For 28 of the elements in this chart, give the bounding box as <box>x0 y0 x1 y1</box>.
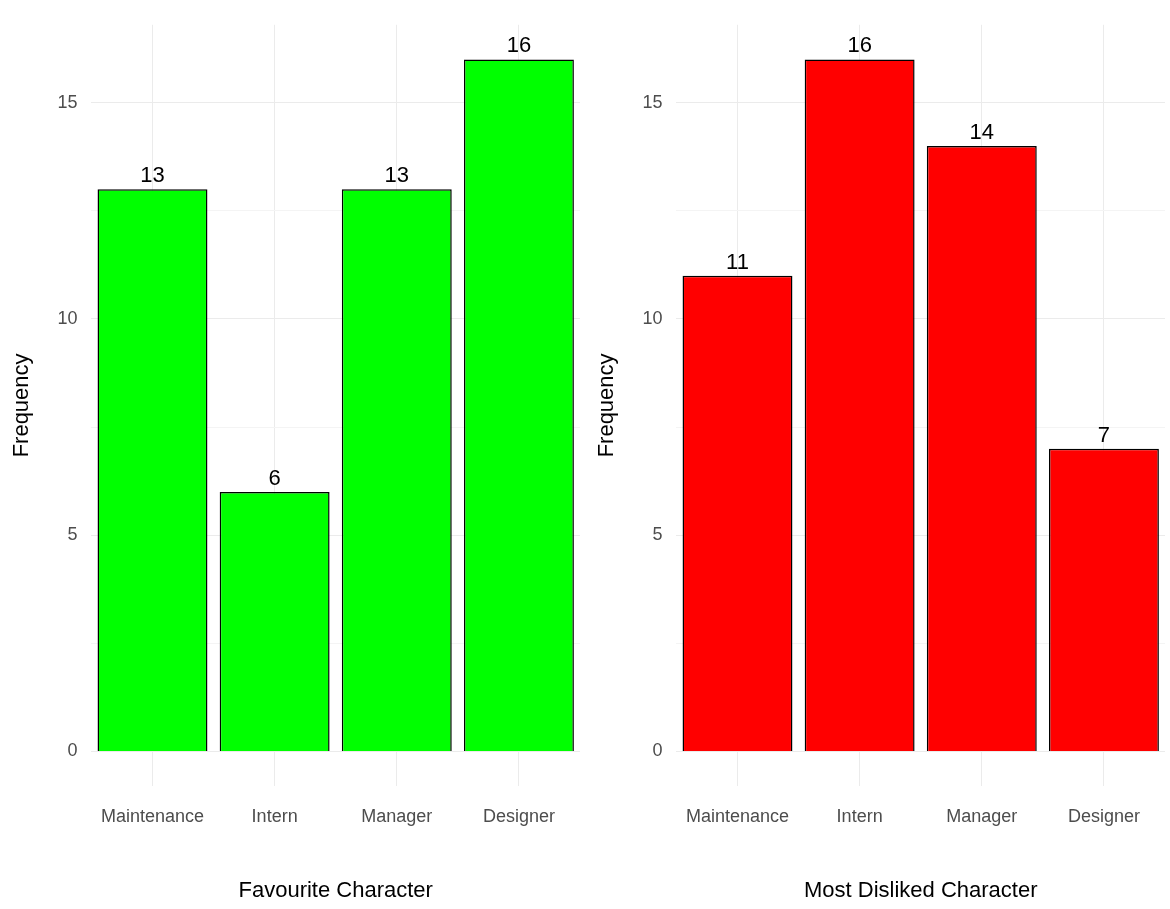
data-label: 14 <box>969 118 995 144</box>
x-tick-label: Intern <box>836 805 883 826</box>
x-tick-label: Maintenance <box>685 805 790 826</box>
data-label: 16 <box>506 32 532 58</box>
y-tick-label: 0 <box>67 740 78 761</box>
y-tick-label: 15 <box>642 91 663 112</box>
data-label: 16 <box>847 32 872 58</box>
y-tick-label: 5 <box>652 524 663 545</box>
x-tick-label: Designer <box>482 805 555 826</box>
data-label: 7 <box>1097 421 1111 447</box>
x-tick-label: Manager <box>946 805 1018 826</box>
x-tick-label: Manager <box>361 805 433 826</box>
x-tick-label: Designer <box>1067 805 1140 826</box>
y-axis-title: Frequency <box>8 353 34 458</box>
data-label: 13 <box>140 162 165 188</box>
y-tick-label: 10 <box>642 307 663 328</box>
y-axis-title: Frequency <box>593 353 619 458</box>
y-tick-label: 10 <box>57 307 78 328</box>
y-tick-label: 15 <box>57 91 78 112</box>
x-tick-label: Maintenance <box>100 805 205 826</box>
y-tick-label: 0 <box>652 740 663 761</box>
x-axis-title: Most Disliked Character <box>803 876 1038 902</box>
y-tick-label: 5 <box>67 524 78 545</box>
data-label: 13 <box>384 162 410 188</box>
x-tick-label: Intern <box>251 805 298 826</box>
x-axis-title: Favourite Character <box>238 876 433 902</box>
data-label: 11 <box>726 248 749 274</box>
data-label: 6 <box>268 464 281 490</box>
